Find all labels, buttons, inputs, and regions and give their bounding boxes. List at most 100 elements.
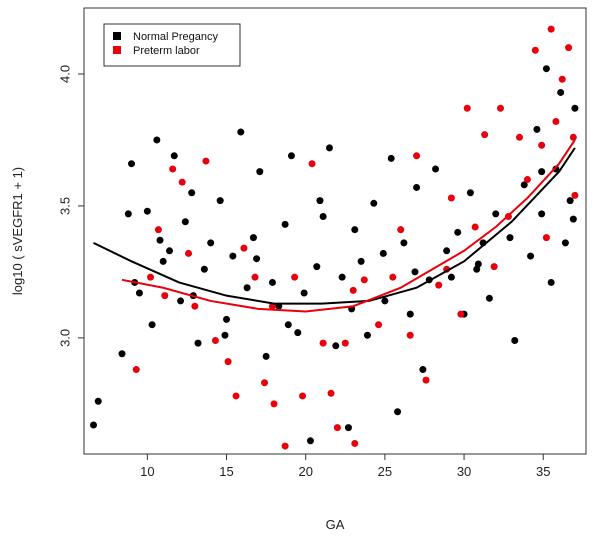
data-point-preterm-0 [132,366,140,374]
data-point-normal-37 [338,273,346,281]
data-point-preterm-32 [457,310,465,318]
data-point-preterm-8 [224,358,232,366]
data-point-normal-82 [443,247,451,255]
data-point-preterm-14 [281,442,289,450]
data-point-normal-0 [90,421,97,429]
data-point-preterm-34 [471,223,479,231]
data-point-normal-31 [300,289,308,297]
legend-swatch-normal-pregnancy [113,32,121,40]
data-point-normal-56 [473,265,481,273]
data-point-normal-63 [533,125,541,133]
data-point-normal-25 [262,352,270,360]
data-point-preterm-11 [251,273,259,281]
data-point-preterm-50 [185,249,193,257]
legend-label-preterm-labor: Preterm labor [133,45,200,57]
data-point-normal-19 [223,315,231,323]
data-point-preterm-45 [558,75,566,83]
data-point-preterm-38 [515,133,523,141]
data-point-normal-28 [281,220,289,228]
data-point-normal-68 [557,88,565,96]
data-point-normal-9 [159,257,167,265]
x-tick-label-20: 20 [298,464,312,479]
data-point-normal-66 [547,278,555,286]
data-point-normal-71 [571,104,579,112]
fit-line-normal [93,147,576,305]
data-point-normal-44 [387,154,395,162]
data-point-normal-32 [306,437,314,445]
data-point-preterm-17 [308,160,316,168]
data-point-normal-49 [419,366,427,374]
x-tick-label-25: 25 [378,464,392,479]
data-point-preterm-39 [523,176,531,184]
data-point-normal-26 [268,278,276,286]
data-point-normal-20 [229,252,237,260]
data-point-normal-7 [148,321,156,329]
data-point-normal-80 [379,249,387,257]
data-point-normal-58 [485,294,493,302]
data-point-preterm-19 [327,389,335,397]
x-axis: 10 15 20 25 30 35 [140,453,550,479]
data-point-normal-77 [284,321,292,329]
data-point-normal-46 [400,239,408,247]
data-point-normal-70 [566,197,574,205]
data-point-normal-62 [527,252,535,260]
data-point-preterm-37 [496,104,504,112]
data-point-normal-81 [411,268,419,276]
data-point-preterm-35 [481,131,489,139]
data-point-preterm-41 [538,141,546,149]
data-point-normal-76 [253,255,261,263]
data-point-preterm-46 [565,44,573,52]
data-point-preterm-7 [211,337,219,345]
data-point-normal-64 [538,210,546,218]
x-axis-label: GA [326,517,345,532]
data-point-normal-14 [188,189,196,197]
data-point-normal-23 [249,234,257,242]
data-point-normal-16 [200,265,208,273]
legend: Normal Pregancy Preterm labor [103,23,241,67]
points-layer [90,25,579,450]
data-point-preterm-12 [261,379,269,387]
data-point-normal-11 [170,152,178,160]
fit-line-preterm [121,139,576,313]
data-point-preterm-6 [202,157,210,165]
data-point-normal-75 [221,331,229,339]
data-point-preterm-28 [413,152,421,160]
data-point-preterm-3 [169,165,177,173]
data-point-preterm-10 [240,244,248,252]
data-point-normal-21 [237,128,245,136]
data-point-normal-8 [153,136,161,144]
data-point-normal-38 [344,424,352,432]
data-point-normal-41 [363,331,371,339]
data-point-preterm-24 [375,321,383,329]
x-tick-label-10: 10 [140,464,154,479]
data-point-normal-30 [294,329,302,337]
data-point-normal-83 [474,260,482,268]
data-point-preterm-31 [447,194,455,202]
y-tick-label-3: 3.0 [57,329,72,347]
data-point-normal-5 [135,289,143,297]
data-point-normal-34 [319,212,327,220]
data-point-normal-33 [313,263,321,271]
data-point-normal-40 [357,257,365,265]
data-point-normal-17 [207,239,215,247]
x-tick-label-35: 35 [536,464,550,479]
data-point-normal-73 [156,236,164,244]
data-point-normal-36 [332,342,340,350]
y-axis: 3.0 3.5 4.0 [57,65,84,347]
data-point-normal-1 [94,397,102,405]
data-point-normal-55 [466,189,474,197]
data-point-preterm-43 [547,25,555,33]
data-point-normal-52 [447,273,455,281]
data-point-preterm-4 [178,178,186,186]
data-point-normal-15 [194,339,202,347]
data-point-normal-18 [216,197,224,205]
data-point-preterm-36 [490,263,498,271]
data-point-preterm-20 [333,424,341,432]
x-tick-label-15: 15 [219,464,233,479]
data-point-normal-53 [454,228,462,236]
data-point-normal-39 [351,226,359,234]
x-tick-label-30: 30 [457,464,471,479]
data-point-normal-45 [394,408,402,416]
data-point-normal-61 [520,181,528,189]
data-point-preterm-22 [351,439,359,447]
